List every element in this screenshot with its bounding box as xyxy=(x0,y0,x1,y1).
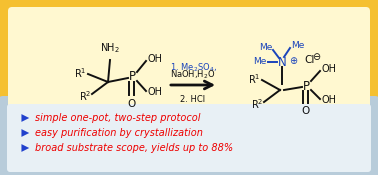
Text: R$^2$: R$^2$ xyxy=(251,97,263,111)
Text: Me: Me xyxy=(291,41,304,51)
Text: R$^2$: R$^2$ xyxy=(79,89,91,103)
FancyBboxPatch shape xyxy=(0,96,378,175)
Text: O: O xyxy=(301,106,310,116)
Text: easy purification by crystallization: easy purification by crystallization xyxy=(35,128,203,138)
Text: R$^1$: R$^1$ xyxy=(73,66,86,80)
Text: 2. HCl: 2. HCl xyxy=(180,95,206,104)
Text: 1. Me$_2$SO$_4$,: 1. Me$_2$SO$_4$, xyxy=(170,61,217,74)
Text: $\ominus$: $\ominus$ xyxy=(312,51,321,61)
Text: broad substrate scope, yields up to 88%: broad substrate scope, yields up to 88% xyxy=(35,143,233,153)
Text: NaOH,H$_2$O: NaOH,H$_2$O xyxy=(170,68,216,81)
Text: O: O xyxy=(127,99,136,109)
Text: OH: OH xyxy=(321,95,336,105)
Text: P: P xyxy=(129,71,135,83)
Text: simple one-pot, two-step protocol: simple one-pot, two-step protocol xyxy=(35,113,200,123)
Text: OH: OH xyxy=(321,64,336,74)
FancyBboxPatch shape xyxy=(0,0,378,150)
Text: Me: Me xyxy=(259,44,272,52)
Text: NH$_2$: NH$_2$ xyxy=(100,41,120,55)
Text: OH: OH xyxy=(147,87,162,97)
Text: R$^1$: R$^1$ xyxy=(248,72,260,86)
Text: Cl: Cl xyxy=(304,55,314,65)
Text: Me: Me xyxy=(254,58,267,66)
Text: N: N xyxy=(277,55,287,68)
Text: $\oplus$: $\oplus$ xyxy=(289,55,298,66)
Text: OH: OH xyxy=(147,54,162,64)
Text: P: P xyxy=(302,79,310,93)
FancyBboxPatch shape xyxy=(8,7,370,143)
FancyBboxPatch shape xyxy=(7,104,371,172)
